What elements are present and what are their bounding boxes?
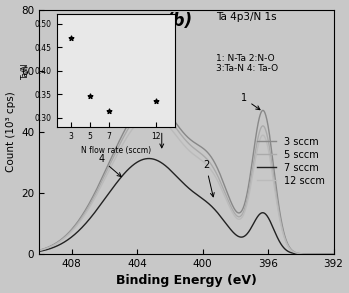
7 sccm — [196, 194, 200, 197]
Text: 3: 3 — [159, 118, 165, 148]
12 sccm — [201, 160, 206, 163]
3 sccm — [303, 252, 307, 256]
3 sccm — [29, 250, 33, 254]
12 sccm — [303, 252, 307, 256]
12 sccm — [196, 156, 200, 159]
Legend: 3 sccm, 5 sccm, 7 sccm, 12 sccm: 3 sccm, 5 sccm, 7 sccm, 12 sccm — [253, 133, 329, 189]
5 sccm — [201, 154, 206, 157]
Text: (b): (b) — [166, 12, 193, 30]
3 sccm — [149, 100, 154, 104]
3 sccm — [201, 147, 206, 150]
3 sccm — [315, 252, 320, 256]
Line: 5 sccm: 5 sccm — [31, 107, 342, 254]
Line: 12 sccm: 12 sccm — [31, 115, 342, 254]
3 sccm — [208, 153, 212, 157]
5 sccm — [208, 161, 212, 164]
7 sccm — [208, 203, 212, 206]
5 sccm — [196, 149, 200, 153]
3 sccm — [340, 252, 344, 256]
7 sccm — [340, 252, 344, 256]
7 sccm — [315, 252, 320, 256]
Text: 4: 4 — [98, 154, 121, 177]
Line: 7 sccm: 7 sccm — [31, 159, 342, 254]
12 sccm — [163, 120, 167, 124]
12 sccm — [315, 252, 320, 256]
5 sccm — [163, 113, 167, 116]
3 sccm — [163, 108, 167, 111]
Text: 1: 1 — [240, 93, 260, 110]
5 sccm — [315, 252, 320, 256]
Y-axis label: Count (10³ cps): Count (10³ cps) — [6, 91, 16, 172]
7 sccm — [147, 157, 151, 160]
5 sccm — [149, 105, 154, 109]
5 sccm — [303, 252, 307, 256]
Text: 1: N-Ta 2:N-O
3:Ta-N 4: Ta-O: 1: N-Ta 2:N-O 3:Ta-N 4: Ta-O — [216, 54, 278, 73]
Text: 2: 2 — [203, 161, 214, 197]
7 sccm — [303, 252, 307, 256]
3 sccm — [196, 143, 200, 146]
12 sccm — [29, 251, 33, 254]
7 sccm — [163, 163, 167, 167]
7 sccm — [29, 251, 33, 254]
12 sccm — [149, 114, 154, 117]
12 sccm — [340, 252, 344, 256]
7 sccm — [201, 198, 206, 201]
X-axis label: Binding Energy (eV): Binding Energy (eV) — [116, 275, 257, 287]
Line: 3 sccm: 3 sccm — [31, 102, 342, 254]
5 sccm — [29, 250, 33, 254]
12 sccm — [208, 167, 212, 170]
5 sccm — [340, 252, 344, 256]
Text: Ta 4p3/N 1s: Ta 4p3/N 1s — [216, 12, 276, 22]
